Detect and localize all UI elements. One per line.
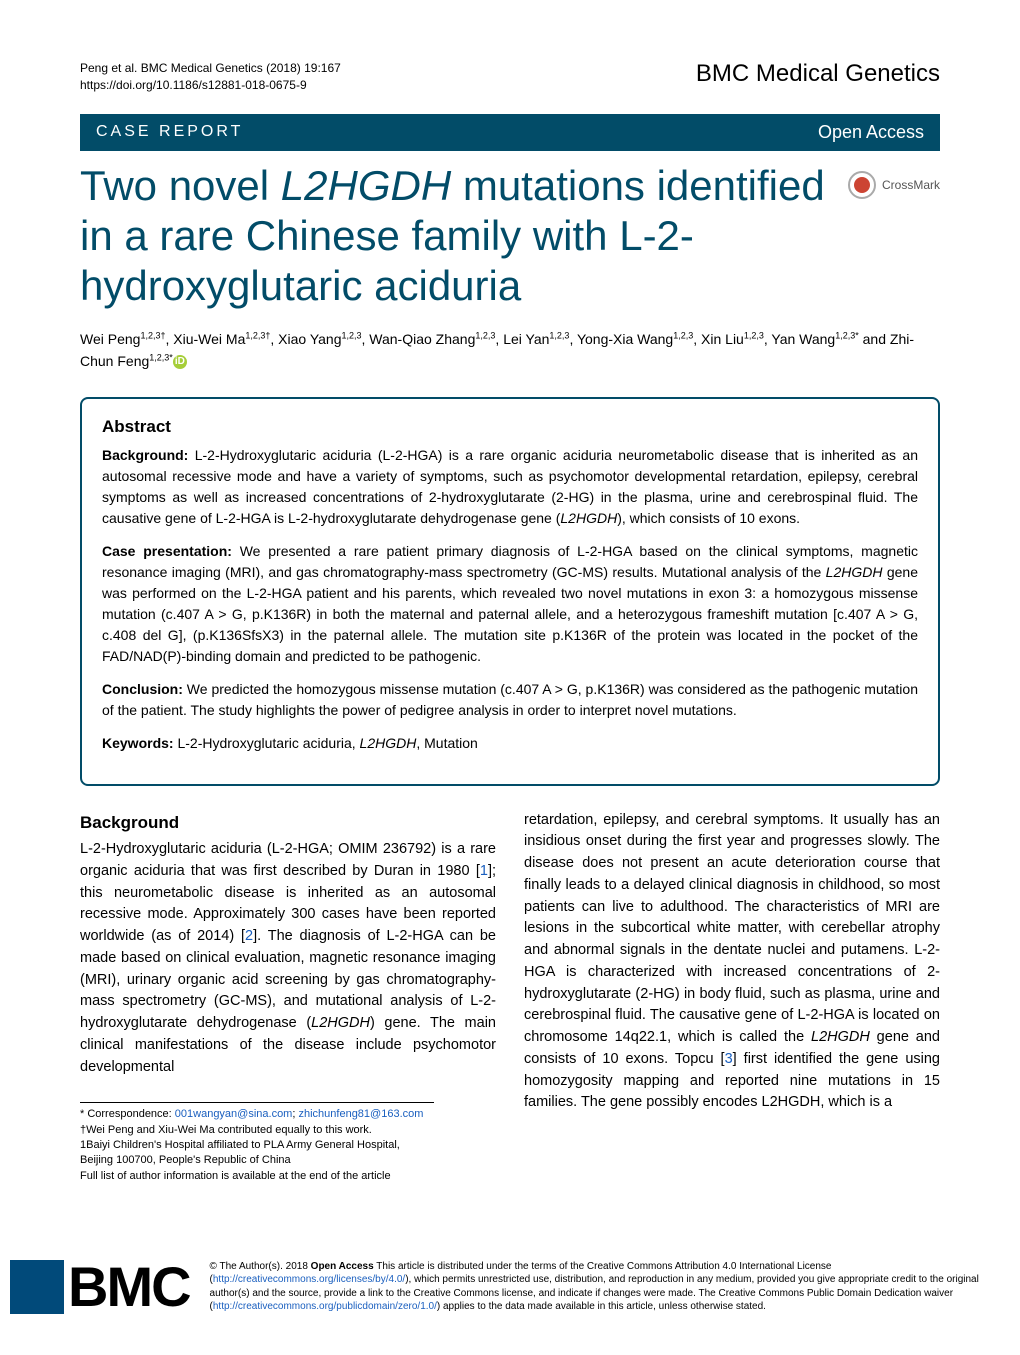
column-right: retardation, epilepsy, and cerebral symp… (524, 810, 940, 1185)
article-banner: CASE REPORT Open Access (80, 114, 940, 151)
abstract-box: Abstract Background: L-2-Hydroxyglutaric… (80, 397, 940, 786)
abstract-background-label: Background: (102, 447, 188, 463)
bmc-logo-square (10, 1260, 64, 1314)
abstract-keywords-text: L-2-Hydroxyglutaric aciduria, L2HGDH, Mu… (174, 735, 478, 751)
orcid-icon[interactable]: iD (173, 355, 187, 369)
abstract-keywords: Keywords: L-2-Hydroxyglutaric aciduria, … (102, 733, 918, 754)
abstract-background: Background: L-2-Hydroxyglutaric aciduria… (102, 445, 918, 529)
correspondence-line1: * Correspondence: 001wangyan@sina.com; z… (80, 1107, 434, 1122)
correspondence-prefix: * Correspondence: (80, 1108, 175, 1120)
correspondence-block: * Correspondence: 001wangyan@sina.com; z… (80, 1102, 434, 1184)
abstract-background-text: L-2-Hydroxyglutaric aciduria (L-2-HGA) i… (102, 447, 918, 526)
abstract-conclusion-label: Conclusion: (102, 681, 183, 697)
footer: BMC © The Author(s). 2018 Open Access Th… (0, 1254, 1020, 1319)
crossmark-label: CrossMark (882, 178, 940, 192)
page-container: Peng et al. BMC Medical Genetics (2018) … (0, 0, 1020, 1224)
correspondence-line4: Full list of author information is avail… (80, 1169, 434, 1184)
body-col2-text: retardation, epilepsy, and cerebral symp… (524, 810, 940, 1115)
authors-text: Wei Peng1,2,3†, Xiu-Wei Ma1,2,3†, Xiao Y… (80, 331, 914, 369)
body-columns: Background L-2-Hydroxyglutaric aciduria … (80, 810, 940, 1185)
column-left: Background L-2-Hydroxyglutaric aciduria … (80, 810, 496, 1185)
background-heading: Background (80, 810, 496, 836)
abstract-conclusion-text: We predicted the homozygous missense mut… (102, 681, 918, 718)
citation-block: Peng et al. BMC Medical Genetics (2018) … (80, 60, 341, 94)
citation-line: Peng et al. BMC Medical Genetics (2018) … (80, 60, 341, 77)
abstract-keywords-label: Keywords: (102, 735, 174, 751)
license-text: © The Author(s). 2018 Open Access This a… (210, 1260, 1010, 1314)
open-access-label: Open Access (818, 122, 924, 143)
abstract-conclusion: Conclusion: We predicted the homozygous … (102, 679, 918, 721)
article-type: CASE REPORT (96, 123, 243, 141)
header: Peng et al. BMC Medical Genetics (2018) … (80, 60, 940, 94)
abstract-case-label: Case presentation: (102, 543, 232, 559)
correspondence-line2: †Wei Peng and Xiu-Wei Ma contributed equ… (80, 1123, 434, 1138)
bmc-logo-text: BMC (68, 1254, 190, 1319)
article-title: Two novel L2HGDH mutations identified in… (80, 161, 828, 312)
abstract-case: Case presentation: We presented a rare p… (102, 541, 918, 667)
correspondence-email1[interactable]: 001wangyan@sina.com (175, 1108, 293, 1120)
authors-list: Wei Peng1,2,3†, Xiu-Wei Ma1,2,3†, Xiao Y… (80, 328, 940, 373)
bmc-logo: BMC (10, 1254, 190, 1319)
doi-line: https://doi.org/10.1186/s12881-018-0675-… (80, 77, 341, 94)
crossmark-badge[interactable]: CrossMark (848, 161, 940, 199)
journal-name: BMC Medical Genetics (696, 60, 940, 88)
correspondence-email2[interactable]: zhichunfeng81@163.com (298, 1108, 423, 1120)
body-col1-text: L-2-Hydroxyglutaric aciduria (L-2-HGA; O… (80, 839, 496, 1078)
abstract-case-text: We presented a rare patient primary diag… (102, 543, 918, 664)
abstract-heading: Abstract (102, 417, 918, 437)
crossmark-icon (848, 171, 876, 199)
title-row: Two novel L2HGDH mutations identified in… (80, 161, 940, 328)
correspondence-line3: 1Baiyi Children's Hospital affiliated to… (80, 1138, 434, 1169)
